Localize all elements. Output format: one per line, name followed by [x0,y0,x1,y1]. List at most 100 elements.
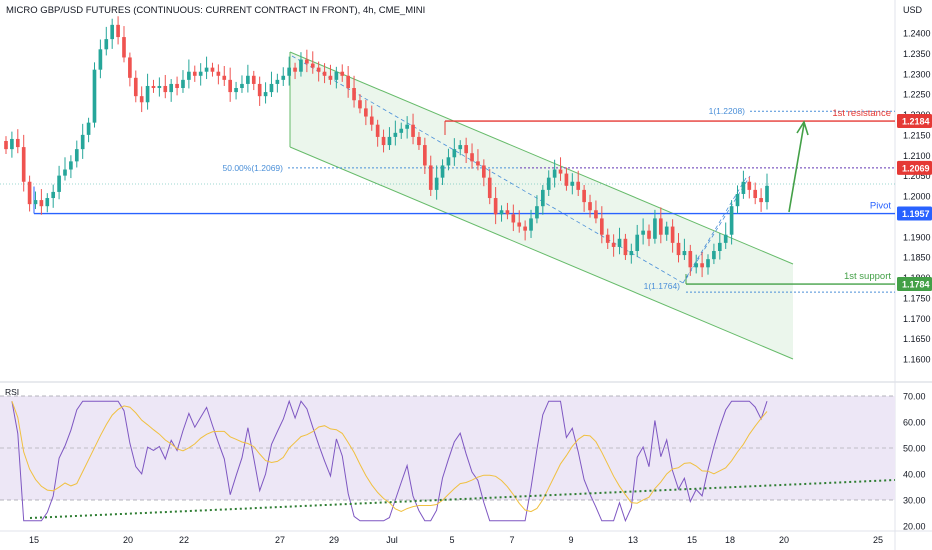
candle-body [4,140,8,150]
time-tick-label: 20 [123,535,133,545]
candle-body [80,134,85,150]
candle-body [204,67,209,72]
time-tick-label: 27 [275,535,285,545]
time-tick-label: 9 [568,535,573,545]
candle-body [676,242,681,256]
candle-body [98,49,103,70]
candle-body [181,79,185,89]
candle-body [157,85,162,89]
candle-body [334,71,339,80]
candle-body [623,238,628,256]
pivot-label: Pivot [870,201,891,212]
candle-body [594,210,598,219]
candle-body [505,210,510,215]
candle-body [163,85,168,93]
candle-body [635,234,640,252]
candle-body [611,242,616,247]
rsi-title: RSI [5,387,19,397]
candle-body [411,124,415,137]
candle-body [169,83,174,93]
time-tick-label: 25 [873,535,883,545]
candle-body [523,226,527,231]
rsi-tick-label: 70.00 [903,392,926,402]
candle-body [387,136,392,146]
candle-body [464,145,468,154]
candle-body [375,124,380,137]
candle-body [558,169,563,174]
candle-body [753,189,758,199]
candle-body [86,122,91,135]
projection-arrow-head [796,120,809,136]
candle-body [417,136,421,146]
currency-label: USD [903,5,923,15]
price-tick-label: 1.1850 [903,253,931,263]
candle-body [641,230,645,235]
rsi-line [11,399,768,523]
candle-body [393,132,398,137]
candle-body [747,181,752,190]
candle-body [381,136,386,146]
price-tag-support-bg [897,277,932,292]
price-tick-label: 1.2400 [903,29,931,39]
candle-body [629,251,634,256]
annotations: Pivot 1st resistance 1st support 50.00%(1.2… [223,106,892,291]
price-tag-pivot: 1.1957 [902,209,930,219]
candle-body [133,77,138,97]
time-tick-label: 7 [509,535,514,545]
candle-body [723,234,728,243]
price-tick-label: 1.2300 [903,69,931,79]
candle-body [128,57,132,78]
candle-body [322,71,327,76]
candle-body [369,116,374,125]
candle-body [476,161,480,166]
price-tick-label: 1.2150 [903,130,931,140]
fib-1-upper-label: 1(1.2208) [709,106,746,116]
price-tick-label: 1.2100 [903,151,931,161]
candle-body [346,75,350,89]
candle-body [653,218,657,239]
candle-body [92,69,97,123]
candle-body [210,67,215,72]
candle-body [151,85,156,89]
candle-body [299,59,303,72]
candle-body [240,83,244,89]
candle-body [511,214,516,223]
candle-body [328,75,333,80]
candle-body [546,177,551,190]
price-tick-label: 1.1600 [903,355,931,365]
rsi-trendline [29,479,896,519]
time-tick-label: 13 [628,535,638,545]
candle-body [139,96,144,103]
candle-body [246,75,250,84]
candle-body [493,198,498,215]
rsi-panel: RSI [0,387,896,523]
candle-body [340,71,345,76]
candle-body [428,165,433,190]
candle-body [670,226,675,243]
rsi-tick-label: 60.00 [903,418,926,428]
candle-body [192,71,197,76]
fib-50-label: 50.00%(1.2069) [223,163,284,173]
price-tag-fib: 1.2069 [902,163,930,173]
time-tick-label: 29 [329,535,339,545]
candle-body [10,138,14,150]
rsi-tick-label: 20.00 [903,522,926,532]
candle-body [588,202,592,211]
candle-body [364,108,368,117]
candle-body [316,67,321,72]
candle-body [287,67,291,76]
candle-body [682,251,687,256]
time-tick-label: 20 [779,535,789,545]
price-tag-pivot-bg [897,206,932,221]
candle-body [517,222,522,227]
candle-body [15,138,20,148]
candle-body [234,88,238,93]
candle-body [458,145,463,150]
candle-body [741,181,746,194]
candle-body [735,193,740,207]
fib-1-lower-label: 1(1.1764) [644,281,681,291]
channel-upper-line [289,51,794,265]
time-tick-label: 15 [687,535,697,545]
candle-body [293,67,297,72]
